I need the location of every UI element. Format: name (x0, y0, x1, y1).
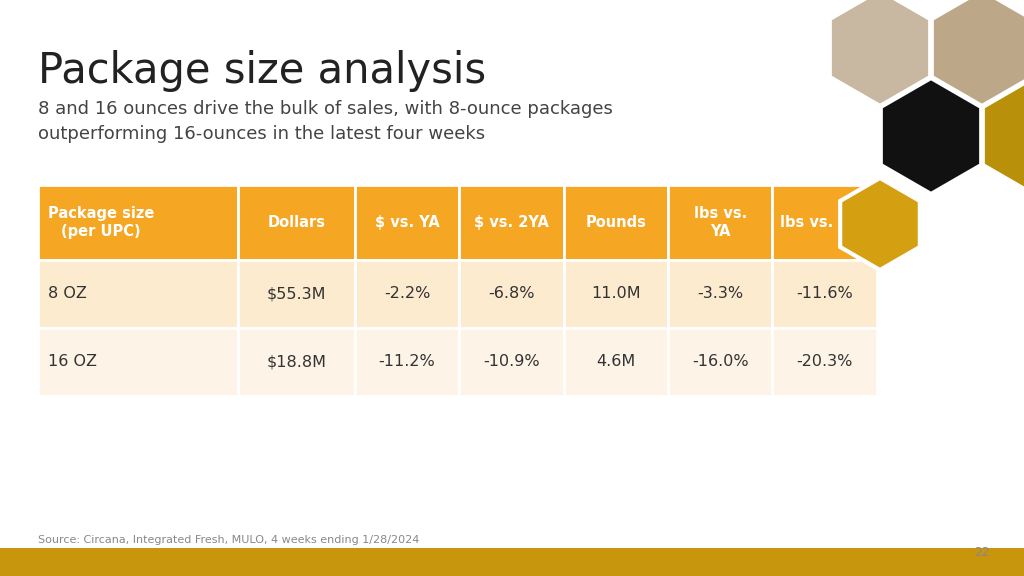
Text: Source: Circana, Integrated Fresh, MULO, 4 weeks ending 1/28/2024: Source: Circana, Integrated Fresh, MULO,… (38, 535, 420, 545)
Text: $18.8M: $18.8M (266, 354, 327, 369)
Text: $ vs. 2YA: $ vs. 2YA (474, 215, 549, 230)
Bar (239, 328, 355, 396)
Bar (239, 260, 355, 328)
Bar (563, 260, 668, 328)
Bar (459, 328, 563, 396)
Text: Pounds: Pounds (586, 215, 646, 230)
Bar (0, 548, 1024, 576)
Bar (459, 260, 563, 328)
Polygon shape (829, 0, 930, 106)
Text: 8 and 16 ounces drive the bulk of sales, with 8-ounce packages
outperforming 16-: 8 and 16 ounces drive the bulk of sales,… (38, 100, 613, 143)
Bar (355, 185, 459, 260)
Text: $ vs. YA: $ vs. YA (375, 215, 439, 230)
Text: $55.3M: $55.3M (267, 286, 327, 301)
Bar (772, 185, 877, 260)
Text: -10.9%: -10.9% (483, 354, 540, 369)
Bar (668, 260, 772, 328)
Text: Dollars: Dollars (267, 215, 326, 230)
Text: 22: 22 (974, 547, 990, 559)
Text: -2.2%: -2.2% (384, 286, 430, 301)
Bar (239, 185, 355, 260)
Text: Package size
(per UPC): Package size (per UPC) (48, 206, 155, 238)
Bar (355, 260, 459, 328)
Text: -11.2%: -11.2% (379, 354, 435, 369)
Text: 4.6M: 4.6M (596, 354, 636, 369)
Bar (355, 328, 459, 396)
Bar (563, 328, 668, 396)
Text: 8 OZ: 8 OZ (48, 286, 87, 301)
Bar (38, 328, 239, 396)
Polygon shape (932, 0, 1024, 106)
Bar (772, 260, 877, 328)
Polygon shape (881, 78, 981, 194)
Text: Package size analysis: Package size analysis (38, 50, 486, 92)
Text: 11.0M: 11.0M (591, 286, 641, 301)
Bar (668, 185, 772, 260)
Text: -11.6%: -11.6% (797, 286, 853, 301)
Polygon shape (983, 78, 1024, 194)
Text: -16.0%: -16.0% (692, 354, 749, 369)
Text: -6.8%: -6.8% (488, 286, 535, 301)
Text: lbs vs.
YA: lbs vs. YA (693, 206, 746, 238)
Bar (459, 185, 563, 260)
Bar (668, 328, 772, 396)
Text: lbs vs. 2YA: lbs vs. 2YA (780, 215, 869, 230)
Polygon shape (840, 178, 920, 270)
Text: -3.3%: -3.3% (697, 286, 743, 301)
Bar (563, 185, 668, 260)
Text: -20.3%: -20.3% (797, 354, 853, 369)
Bar (772, 328, 877, 396)
Text: 16 OZ: 16 OZ (48, 354, 97, 369)
Bar (38, 185, 239, 260)
Bar (38, 260, 239, 328)
